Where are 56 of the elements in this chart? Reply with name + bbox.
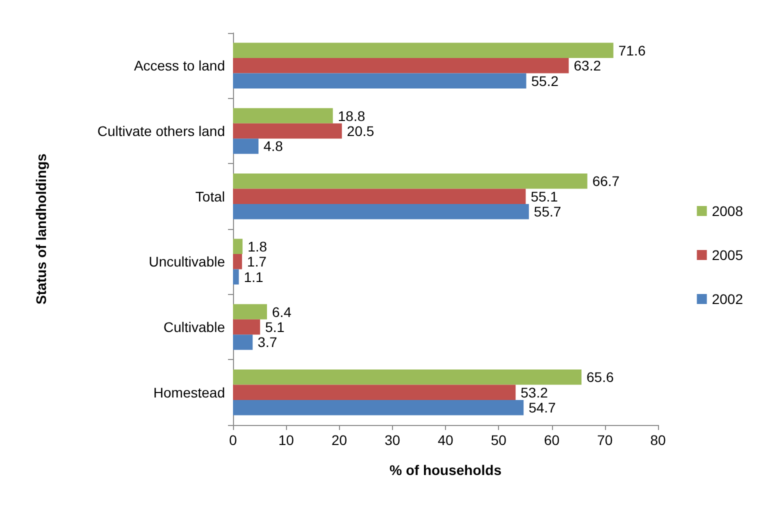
bar [233, 369, 582, 385]
data-label: 5.1 [265, 319, 285, 335]
bar [233, 254, 242, 270]
bar [233, 42, 614, 58]
data-label: 4.8 [264, 138, 284, 154]
data-label: 55.1 [530, 188, 558, 204]
legend-label: 2002 [712, 291, 744, 307]
data-label: 1.1 [244, 268, 264, 285]
data-label: 55.7 [534, 204, 562, 220]
bar [233, 238, 243, 254]
bar [233, 269, 239, 285]
x-tick-label: 70 [597, 432, 613, 448]
data-label: 54.7 [528, 400, 556, 416]
data-label: 1.7 [247, 254, 267, 270]
bar [233, 334, 253, 350]
bar [233, 58, 569, 74]
y-axis-title: Status of landholdings [33, 153, 49, 304]
bar [233, 173, 588, 189]
bar [233, 204, 529, 220]
x-tick-label: 10 [278, 432, 294, 448]
bar [233, 384, 516, 400]
x-tick-label: 80 [650, 432, 666, 448]
bar [233, 108, 333, 124]
x-tick-label: 20 [331, 432, 348, 448]
bar [233, 319, 260, 335]
x-tick-label: 30 [384, 432, 400, 448]
x-axis-title: % of households [390, 462, 502, 478]
data-label: 1.8 [248, 238, 268, 254]
legend-label: 2005 [712, 247, 744, 263]
data-label: 66.7 [592, 173, 620, 190]
data-label: 3.7 [258, 334, 278, 350]
y-tick-label: Total [195, 188, 225, 204]
y-tick-label: Access to land [134, 58, 225, 74]
data-label: 71.6 [618, 42, 646, 58]
legend-label: 2008 [712, 203, 744, 219]
bar [233, 138, 258, 154]
data-label: 63.2 [574, 58, 602, 74]
bar [233, 123, 342, 139]
x-tick-label: 40 [438, 432, 454, 448]
x-tick-label: 50 [490, 432, 507, 448]
data-label: 65.6 [586, 369, 614, 386]
bar [233, 400, 524, 416]
data-label: 55.2 [531, 72, 559, 89]
data-label: 53.2 [520, 384, 548, 400]
x-tick-label: 60 [544, 432, 560, 448]
y-tick-label: Cultivate others land [97, 123, 225, 139]
y-tick-label: Cultivable [164, 319, 226, 335]
data-label: 18.8 [338, 108, 366, 124]
bar [233, 73, 526, 89]
x-tick-label: 0 [229, 432, 238, 448]
bar [233, 188, 526, 204]
data-label: 20.5 [346, 123, 374, 139]
y-tick-label: Homestead [153, 384, 225, 400]
bar [233, 304, 267, 320]
data-label: 6.4 [272, 304, 292, 320]
y-tick-label: Uncultivable [148, 254, 226, 270]
